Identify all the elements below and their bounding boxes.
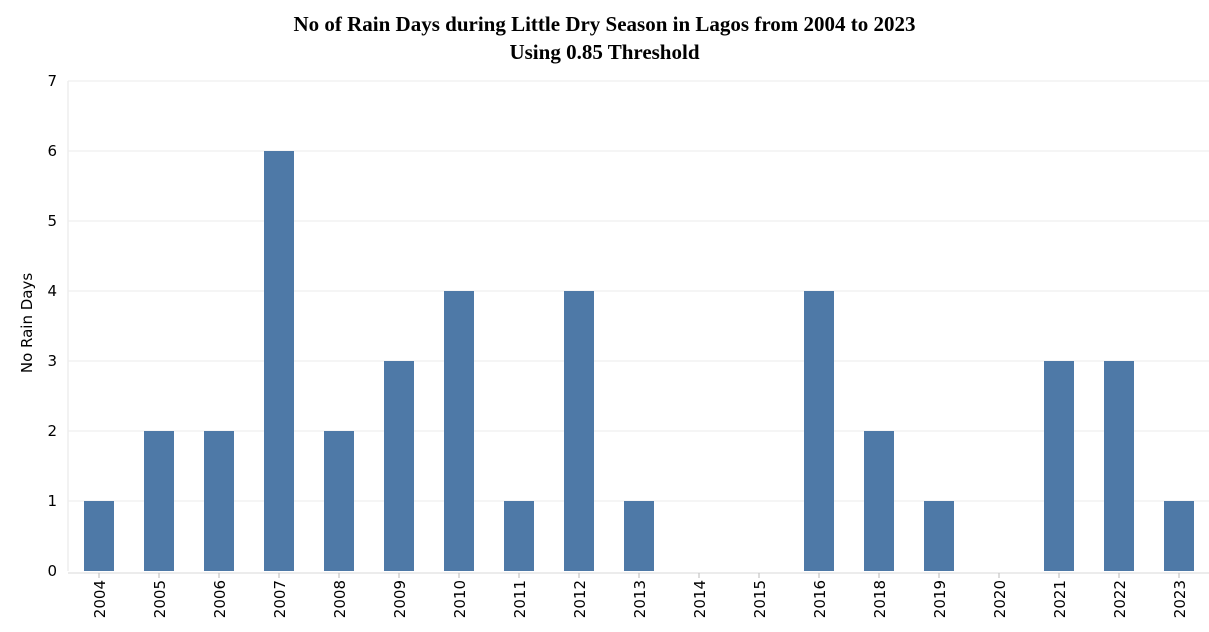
bar	[324, 431, 354, 571]
bars	[84, 151, 1194, 571]
chart-title: No of Rain Days during Little Dry Season…	[0, 10, 1209, 66]
y-tick-label: 4	[47, 282, 57, 300]
x-tick-label: 2010	[451, 580, 469, 618]
x-axis-ticks: 2004 2005 2006 2007 2008 2009 2010 2011 2012 2013…	[91, 573, 1189, 618]
chart-subtitle-line: Using 0.85 Threshold	[509, 40, 700, 64]
y-tick-label: 7	[47, 72, 57, 90]
x-tick-label: 2015	[751, 580, 769, 618]
y-tick-label: 3	[47, 352, 57, 370]
bar	[624, 501, 654, 571]
bar	[804, 291, 834, 571]
gridlines	[67, 80, 1209, 574]
bar	[504, 501, 534, 571]
bar	[1044, 361, 1074, 571]
x-tick-label: 2019	[931, 580, 949, 618]
y-tick-label: 2	[47, 422, 57, 440]
y-axis-ticks: 0 1 2 3 4 5 6 7	[47, 72, 57, 580]
bar	[564, 291, 594, 571]
y-tick-label: 1	[47, 492, 57, 510]
chart-title-line: No of Rain Days during Little Dry Season…	[293, 12, 916, 36]
x-tick-label: 2011	[511, 580, 529, 618]
x-tick-label: 2016	[811, 580, 829, 618]
x-tick-label: 2023	[1171, 580, 1189, 618]
bar	[384, 361, 414, 571]
bar	[444, 291, 474, 571]
y-axis-label: No Rain Days	[18, 273, 36, 374]
x-tick-label: 2004	[91, 580, 109, 618]
x-tick-label: 2012	[571, 580, 589, 618]
bar	[84, 501, 114, 571]
bar	[264, 151, 294, 571]
y-tick-label: 0	[47, 562, 57, 580]
bar	[924, 501, 954, 571]
x-tick-label: 2020	[991, 580, 1009, 618]
x-tick-label: 2014	[691, 580, 709, 618]
x-tick-label: 2013	[631, 580, 649, 618]
bar	[864, 431, 894, 571]
bar	[1164, 501, 1194, 571]
x-tick-label: 2006	[211, 580, 229, 618]
bar	[204, 431, 234, 571]
x-tick-label: 2018	[871, 580, 889, 618]
x-tick-label: 2009	[391, 580, 409, 618]
x-tick-label: 2021	[1051, 580, 1069, 618]
y-tick-label: 6	[47, 142, 57, 160]
bar	[1104, 361, 1134, 571]
x-tick-label: 2005	[151, 580, 169, 618]
x-tick-label: 2022	[1111, 580, 1129, 618]
bar	[144, 431, 174, 571]
x-tick-label: 2008	[331, 580, 349, 618]
y-tick-label: 5	[47, 212, 57, 230]
x-tick-label: 2007	[271, 580, 289, 618]
